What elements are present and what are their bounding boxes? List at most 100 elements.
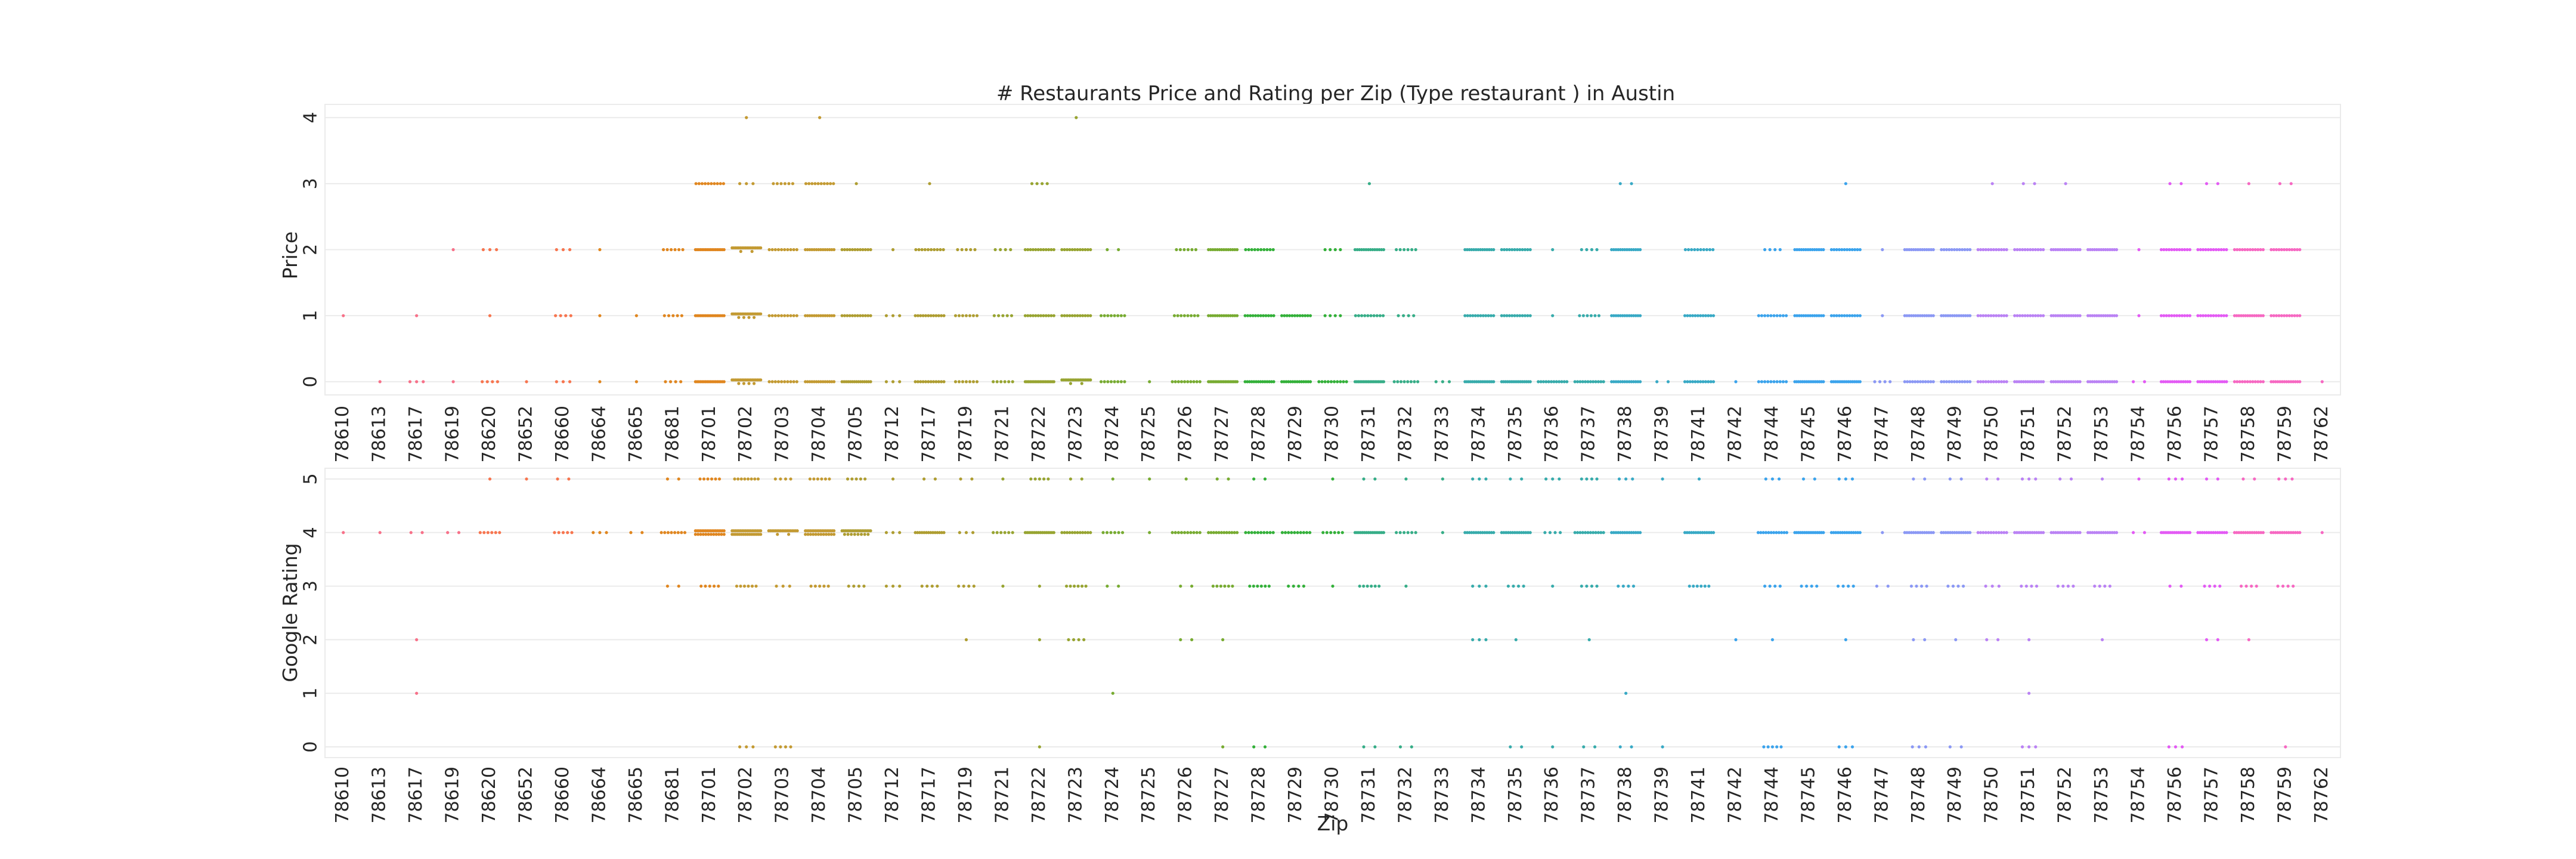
price-point [2283,248,2286,252]
price-point [342,314,345,317]
price-point [2029,314,2032,317]
price-point [1283,314,1286,317]
price-point [1989,248,1993,252]
price-point [2175,314,2179,317]
rating-point [1259,531,1263,534]
price-point [1476,248,1480,252]
rating-point [1594,531,1597,534]
rating-point [1903,531,1906,534]
rating-point [1905,531,1909,534]
price-point [1634,380,1637,384]
price-point [1407,314,1410,317]
price-point [1441,380,1444,384]
price-point [816,182,820,186]
price-point [1182,314,1186,317]
price-point [779,182,783,186]
rating-point [1287,584,1290,588]
price-point [2289,182,2293,186]
rating-point [2205,638,2209,642]
rating-point [2042,531,2045,534]
rating-x-tick-label: 78724 [1102,767,1123,823]
price-point [1076,248,1079,252]
price-point [1243,380,1247,384]
price-point [1621,380,1624,384]
price-x-tick-label: 78754 [2128,406,2149,462]
price-x-tick-label: 78728 [1249,406,1270,462]
rating-point [1924,745,1928,749]
rating-point [1340,531,1344,534]
price-point [2295,248,2299,252]
rating-point [781,584,785,588]
price-point [1537,380,1540,384]
rating-point [2093,531,2097,534]
rating-point [1696,531,1700,534]
price-point [1962,314,1965,317]
price-point [1766,314,1770,317]
price-point [1922,248,1927,252]
price-point [1813,248,1816,252]
rating-point [2056,531,2060,534]
rating-point [826,584,830,588]
rating-point [863,477,867,481]
price-point [568,380,572,384]
rating-x-tick-label: 78619 [442,767,463,823]
price-point [1858,380,1862,384]
price-point [1510,248,1514,252]
price-point [1918,248,1922,252]
rating-y-tick-label: 3 [301,580,321,592]
price-point [1227,314,1230,317]
rating-point [1370,584,1373,588]
rating-point [750,477,753,481]
rating-point [2086,531,2090,534]
price-point [680,314,683,317]
rating-point [1253,531,1256,534]
price-point [481,380,484,384]
rating-point [1630,531,1633,534]
price-point [830,248,834,252]
rating-point [598,531,602,534]
rating-point [1953,531,1956,534]
rating-point [1293,531,1296,534]
price-point [1757,314,1760,317]
rating-point [1705,531,1709,534]
price-point [2100,380,2103,384]
price-point [2225,314,2228,317]
price-point [1763,380,1767,384]
price-point [1565,380,1569,384]
rating-point [1252,584,1255,588]
price-point [1815,314,1819,317]
price-point [1251,314,1255,317]
price-point [1029,248,1032,252]
price-point [964,380,968,384]
rating-point [1769,531,1773,534]
rating-point [2066,584,2070,588]
price-point [964,248,968,252]
price-point [1231,314,1234,317]
price-point [2015,380,2018,384]
rating-point [2108,531,2112,534]
rating-point [1069,477,1073,481]
price-point [1086,314,1090,317]
price-point [1236,248,1239,252]
rating-point [1770,638,1775,642]
rating-point [1661,477,1664,481]
price-point [2272,314,2275,317]
price-point [1171,380,1174,384]
rating-point [1813,477,1816,481]
rating-point [1688,531,1691,534]
price-point [2175,380,2178,384]
price-point [1916,314,1920,317]
price-point [1903,248,1906,252]
rating-point [2287,531,2290,534]
rating-point [828,477,831,481]
price-point [829,182,832,186]
rating-point [964,531,968,534]
rating-point [1850,477,1854,481]
price-point [1837,248,1841,252]
price-point [2247,182,2250,186]
price-point [1984,248,1987,252]
price-point [1837,314,1841,317]
price-x-tick-label: 78753 [2091,406,2112,462]
price-point [924,314,928,317]
